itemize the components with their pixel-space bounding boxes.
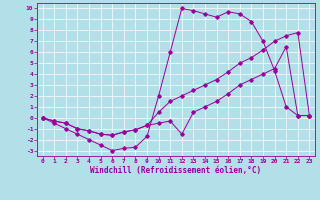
X-axis label: Windchill (Refroidissement éolien,°C): Windchill (Refroidissement éolien,°C) [91,166,261,175]
